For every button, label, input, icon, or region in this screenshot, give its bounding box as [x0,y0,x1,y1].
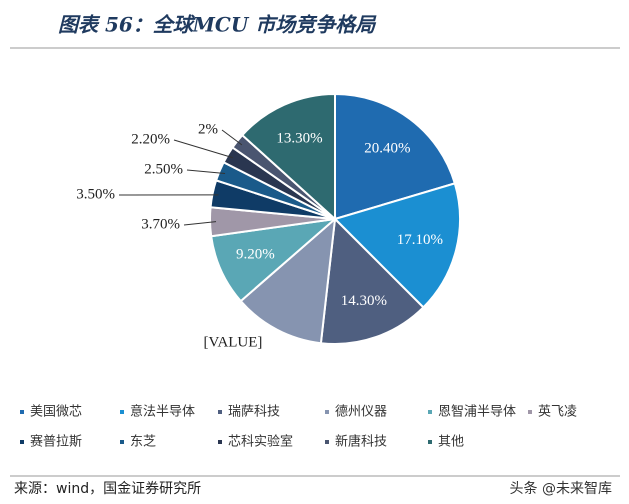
legend-swatch [325,410,329,414]
legend-swatch [20,410,24,414]
data-label: 14.30% [341,293,387,309]
legend-label: 芯科实验室 [228,434,293,450]
legend-label: 赛普拉斯 [30,434,82,450]
data-label: 2.50% [144,161,183,177]
data-label: 17.10% [397,232,443,248]
legend-swatch [325,440,329,444]
chart-title: 图表 56：全球MCU 市场竞争格局 [58,13,377,37]
legend-swatch [428,440,432,444]
leader-line [183,221,217,226]
legend-label: 东芝 [130,434,156,450]
legend-swatch [120,440,124,444]
pie-slice [240,92,336,222]
legend-swatch [218,410,222,414]
legend-swatch [528,410,532,414]
data-label: 20.40% [364,140,410,156]
legend-label: 新唐科技 [335,434,387,450]
pie-slice [319,216,425,345]
legend-label: 其他 [438,435,464,450]
source: 来源：wind，国金证券研究所 [14,481,201,497]
leader-line [173,139,234,159]
legend-label: 瑞萨科技 [228,405,280,420]
legend-swatch [120,410,124,414]
pie-slice [333,182,461,309]
data-label: 13.30% [276,130,322,146]
legend-swatch [218,440,222,444]
data-label: 9.20% [236,247,275,263]
leader-line [186,169,226,174]
data-label: 3.70% [141,216,180,232]
data-label: 2.20% [131,131,170,147]
watermark: 头条 @未来智库 [510,480,612,497]
data-label: 3.50% [76,186,115,202]
legend-label: 意法半导体 [130,404,195,420]
legend-swatch [20,440,24,444]
leader-line [221,129,243,146]
data-label: [VALUE] [204,334,263,350]
legend-label: 美国微芯 [30,405,82,420]
legend-label: 英飞凌 [538,405,577,420]
pie-slice [334,92,457,221]
legend-swatch [428,410,432,414]
pie-slice [239,216,337,345]
data-label: 2% [198,121,218,137]
legend-label: 德州仪器 [335,405,387,420]
legend-label: 恩智浦半导体 [438,405,516,420]
